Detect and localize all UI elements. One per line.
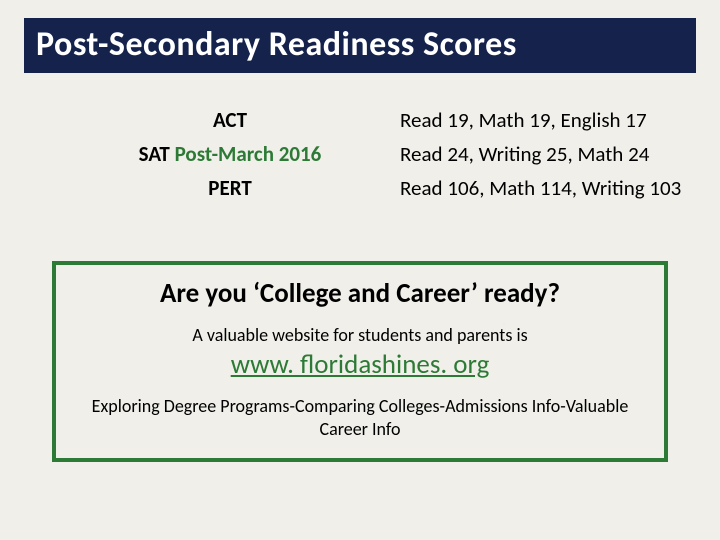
score-row-value-sat: Read 24, Writing 25, Math 24	[400, 141, 688, 167]
score-row-value-act: Read 19, Math 19, English 17	[400, 107, 688, 133]
scores-table: ACT Read 19, Math 19, English 17 SAT Pos…	[80, 107, 688, 201]
sat-highlight: Post-March 2016	[175, 141, 322, 167]
score-row-label-pert: PERT	[80, 175, 380, 201]
website-link[interactable]: www. floridashines. org	[231, 348, 490, 381]
callout-question: Are you ‘College and Career’ ready?	[74, 277, 646, 310]
callout-box: Are you ‘College and Career’ ready? A va…	[52, 261, 668, 462]
sat-prefix: SAT	[139, 141, 175, 167]
slide-title: Post-Secondary Readiness Scores	[24, 18, 696, 73]
callout-explore-text: Exploring Degree Programs-Comparing Coll…	[74, 395, 646, 440]
score-row-label-act: ACT	[80, 107, 380, 133]
score-row-value-pert: Read 106, Math 114, Writing 103	[400, 175, 688, 201]
callout-valuable-line: A valuable website for students and pare…	[74, 324, 646, 346]
score-row-label-sat: SAT Post-March 2016	[80, 141, 380, 167]
